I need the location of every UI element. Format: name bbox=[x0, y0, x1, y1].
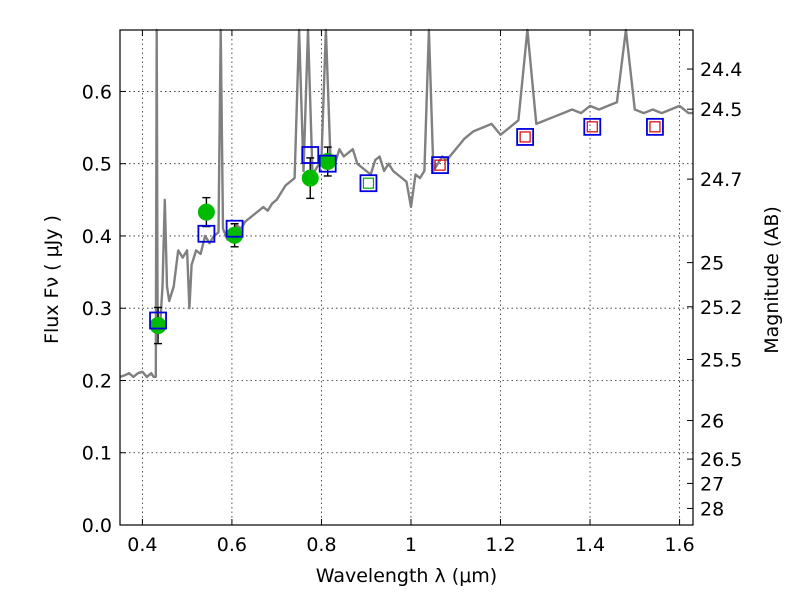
observed-point bbox=[226, 226, 244, 244]
magnitude-ticks: 24.4 24.5 24.7 25 25.2 25.5 26 26.527 28 bbox=[687, 59, 742, 520]
x-tick-label: 1.4 bbox=[575, 534, 605, 556]
model-point-inner bbox=[434, 159, 446, 171]
observed-point bbox=[149, 317, 167, 335]
model-points bbox=[149, 117, 664, 330]
observed-point bbox=[197, 203, 215, 221]
y2-axis-label: Magnitude (AB) bbox=[761, 206, 783, 354]
model-point-inner bbox=[649, 121, 661, 133]
y-tick-label: 0.5 bbox=[82, 154, 112, 176]
x-ticks: 0.4 0.6 0.8 1 1.2 1.4 1.6 bbox=[127, 30, 695, 556]
x-axis-label: Wavelength λ (μm) bbox=[316, 565, 497, 587]
y-tick-label: 0.0 bbox=[82, 515, 112, 537]
model-point bbox=[301, 146, 320, 164]
x-tick-label: 0.6 bbox=[217, 534, 247, 556]
mag-tick-label: 28 bbox=[700, 498, 724, 520]
model-point-inner bbox=[519, 131, 531, 143]
model-point bbox=[359, 174, 378, 193]
model-point bbox=[431, 156, 449, 175]
model-point bbox=[225, 219, 244, 238]
model-point bbox=[646, 117, 664, 136]
y-axis-label: Flux Fν ( μJy ) bbox=[41, 215, 63, 344]
mag-tick-label: 24.5 bbox=[700, 99, 742, 121]
y-ticks: 0.0 0.1 0.2 0.3 0.4 0.5 0.6 bbox=[82, 81, 126, 537]
y-tick-label: 0.2 bbox=[82, 370, 112, 392]
y-tick-label: 0.4 bbox=[82, 226, 112, 248]
model-point bbox=[197, 224, 216, 243]
mag-tick-label: 24.4 bbox=[700, 59, 742, 81]
model-point-inner bbox=[362, 177, 375, 189]
observed-point bbox=[301, 169, 319, 187]
observed-points bbox=[149, 153, 337, 335]
grid-lines bbox=[120, 30, 693, 526]
model-point bbox=[149, 311, 167, 330]
mag-tick-label: 26.5 bbox=[700, 449, 742, 471]
y-tick-label: 0.3 bbox=[82, 298, 112, 320]
y-tick-label: 0.6 bbox=[82, 81, 112, 103]
x-tick-label: 0.8 bbox=[306, 534, 336, 556]
x-tick-label: 1.6 bbox=[664, 534, 694, 556]
mag-tick-label: 25.5 bbox=[700, 349, 742, 371]
mag-tick-label: 27 bbox=[700, 473, 724, 495]
x-tick-label: 1.2 bbox=[485, 534, 515, 556]
mag-tick-label: 25.2 bbox=[700, 297, 742, 319]
x-tick-label: 1 bbox=[405, 534, 417, 556]
mag-tick-label: 26 bbox=[700, 411, 724, 433]
model-point bbox=[516, 128, 535, 146]
model-point bbox=[583, 117, 602, 136]
model-point-inner bbox=[586, 121, 598, 133]
plot-frame bbox=[119, 29, 694, 526]
mag-tick-label: 25 bbox=[700, 253, 724, 275]
mag-tick-label: 24.7 bbox=[700, 169, 742, 191]
x-tick-label: 0.4 bbox=[127, 534, 157, 556]
model-point bbox=[318, 154, 337, 173]
y-tick-label: 0.1 bbox=[82, 443, 112, 465]
